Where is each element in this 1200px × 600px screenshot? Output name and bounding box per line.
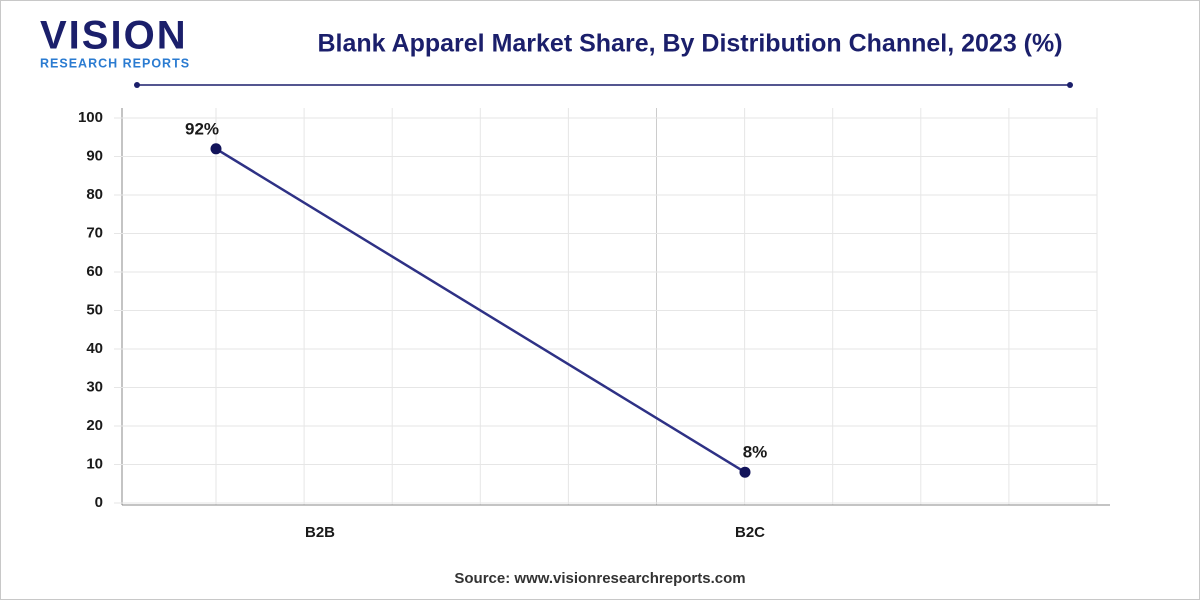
x-tick-label: B2B bbox=[305, 524, 335, 541]
y-tick-label: 50 bbox=[86, 301, 103, 318]
y-tick-label: 60 bbox=[86, 263, 103, 280]
y-tick-label: 90 bbox=[86, 147, 103, 164]
rule-dot bbox=[1067, 82, 1073, 88]
logo-tagline: RESEARCH REPORTS bbox=[40, 56, 190, 70]
logo-name: VISION bbox=[40, 14, 188, 58]
y-tick-label: 20 bbox=[86, 417, 103, 434]
source: Source: www.visionresearchreports.com bbox=[454, 570, 745, 587]
chart-title: Blank Apparel Market Share, By Distribut… bbox=[317, 30, 1062, 58]
vertical-grid bbox=[215, 108, 1098, 505]
y-tick-label: 30 bbox=[86, 378, 103, 395]
y-tick-label: 100 bbox=[78, 109, 103, 126]
y-tick-label: 0 bbox=[95, 494, 103, 511]
data-label: 8% bbox=[743, 443, 768, 462]
rule-dot bbox=[134, 82, 140, 88]
data-point bbox=[739, 466, 751, 478]
data-label: 92% bbox=[185, 119, 219, 138]
data-point bbox=[210, 143, 222, 155]
y-tick-label: 10 bbox=[86, 455, 103, 472]
y-tick-label: 70 bbox=[86, 224, 103, 241]
y-tick-label: 80 bbox=[86, 186, 103, 203]
y-tick-label: 40 bbox=[86, 340, 103, 357]
series-line bbox=[215, 147, 746, 474]
x-tick-label: B2C bbox=[735, 524, 765, 541]
